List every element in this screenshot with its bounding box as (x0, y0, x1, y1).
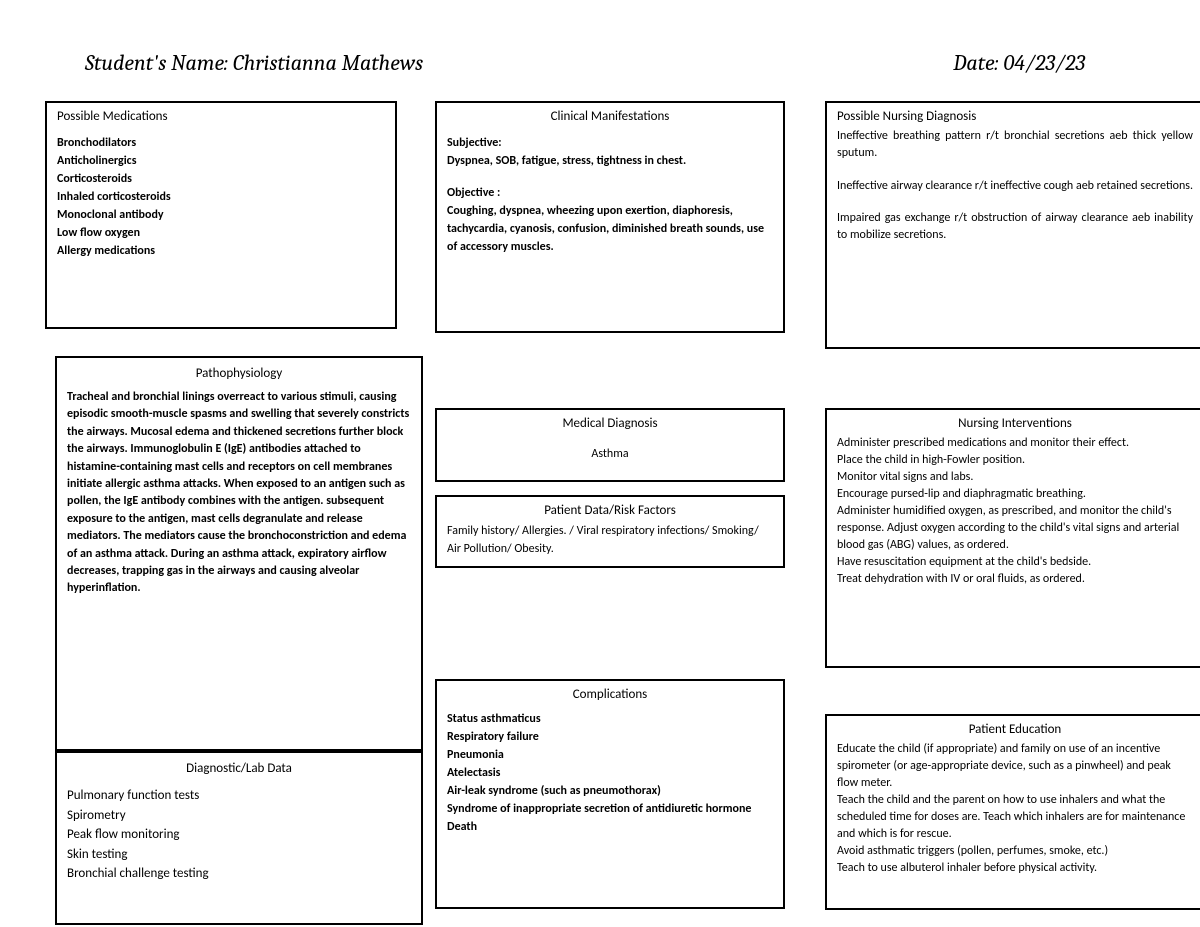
box-pathophysiology: Pathophysiology Tracheal and bronchial l… (55, 356, 423, 751)
risk-title: Patient Data/Risk Factors (437, 497, 783, 522)
comp-item: Syndrome of inappropriate secretion of a… (447, 800, 773, 818)
complications-list: Status asthmaticus Respiratory failure P… (437, 706, 783, 844)
med-item: Corticosteroids (57, 170, 385, 188)
intervention-item: Treat dehydration with IV or oral fluids… (837, 571, 1193, 588)
patho-text: Tracheal and bronchial linings overreact… (57, 385, 421, 606)
med-item: Low flow oxygen (57, 224, 385, 242)
education-list: Educate the child (if appropriate) and f… (827, 741, 1200, 885)
medical-dx-title: Medical Diagnosis (437, 410, 783, 435)
nursing-dx-list: Ineffective breathing pattern r/t bronch… (827, 128, 1200, 268)
patho-title: Pathophysiology (57, 358, 421, 385)
box-nursing-diagnosis: Possible Nursing Diagnosis Ineffective b… (825, 101, 1200, 349)
education-item: Teach to use albuterol inhaler before ph… (837, 860, 1193, 877)
date-label: Date: (953, 50, 998, 76)
med-item: Anticholinergics (57, 152, 385, 170)
medications-list: Bronchodilators Anticholinergics Cortico… (47, 134, 395, 268)
comp-item: Pneumonia (447, 746, 773, 764)
comp-item: Atelectasis (447, 764, 773, 782)
nursing-dx-title: Possible Nursing Diagnosis (827, 103, 1200, 128)
med-item: Bronchodilators (57, 134, 385, 152)
education-item: Educate the child (if appropriate) and f… (837, 741, 1193, 792)
education-item: Teach the child and the parent on how to… (837, 792, 1193, 843)
box-medications: Possible Medications Bronchodilators Ant… (45, 101, 397, 329)
date-value: 04/23/23 (1003, 50, 1085, 76)
interventions-list: Administer prescribed medications and mo… (827, 435, 1200, 596)
intervention-item: Monitor vital signs and labs. (837, 469, 1193, 486)
box-risk-factors: Patient Data/Risk Factors Family history… (435, 495, 785, 568)
subjective-text: Dyspnea, SOB, fatigue, stress, tightness… (447, 152, 773, 170)
comp-item: Status asthmaticus (447, 710, 773, 728)
lab-item: Pulmonary function tests (67, 786, 411, 806)
nursing-dx-item: Impaired gas exchange r/t obstruction of… (837, 210, 1193, 244)
date-line: Date: 04/23/23 (953, 50, 1085, 76)
lab-item: Spirometry (67, 806, 411, 826)
student-label: Student's Name: (85, 50, 228, 76)
box-complications: Complications Status asthmaticus Respira… (435, 679, 785, 909)
medical-dx-value: Asthma (437, 435, 783, 471)
clinical-title: Clinical Manifestations (437, 103, 783, 128)
clinical-content: Subjective: Dyspnea, SOB, fatigue, stres… (437, 134, 783, 264)
page-header: Student's Name: Christianna Mathews Date… (40, 50, 1160, 76)
box-medical-diagnosis: Medical Diagnosis Asthma (435, 408, 785, 482)
comp-item: Air-leak syndrome (such as pneumothorax) (447, 782, 773, 800)
education-item: Avoid asthmatic triggers (pollen, perfum… (837, 843, 1193, 860)
lab-item: Bronchial challenge testing (67, 864, 411, 884)
complications-title: Complications (437, 681, 783, 706)
med-item: Inhaled corticosteroids (57, 188, 385, 206)
box-diagnostic-labs: Diagnostic/Lab Data Pulmonary function t… (55, 751, 423, 925)
labs-title: Diagnostic/Lab Data (57, 753, 421, 780)
comp-item: Death (447, 818, 773, 836)
comp-item: Respiratory failure (447, 728, 773, 746)
student-name: Christianna Mathews (233, 50, 423, 76)
education-title: Patient Education (827, 716, 1200, 741)
box-clinical-manifestations: Clinical Manifestations Subjective: Dysp… (435, 101, 785, 333)
intervention-item: Administer humidified oxygen, as prescri… (837, 503, 1193, 554)
lab-item: Skin testing (67, 845, 411, 865)
objective-text: Coughing, dyspnea, wheezing upon exertio… (447, 202, 773, 256)
med-item: Monoclonal antibody (57, 206, 385, 224)
labs-list: Pulmonary function tests Spirometry Peak… (57, 780, 421, 892)
objective-label: Objective : (447, 184, 773, 202)
box-nursing-interventions: Nursing Interventions Administer prescri… (825, 408, 1200, 668)
nursing-dx-item: Ineffective airway clearance r/t ineffec… (837, 178, 1193, 195)
intervention-item: Encourage pursed-lip and diaphragmatic b… (837, 486, 1193, 503)
concept-map-grid: Possible Medications Bronchodilators Ant… (40, 101, 1160, 921)
intervention-item: Administer prescribed medications and mo… (837, 435, 1193, 452)
box-patient-education: Patient Education Educate the child (if … (825, 714, 1200, 910)
student-name-line: Student's Name: Christianna Mathews (85, 50, 423, 76)
medications-title: Possible Medications (47, 103, 395, 134)
med-item: Allergy medications (57, 242, 385, 260)
risk-text: Family history/ Allergies. / Viral respi… (437, 522, 783, 566)
subjective-label: Subjective: (447, 134, 773, 152)
nursing-dx-item: Ineffective breathing pattern r/t bronch… (837, 128, 1193, 162)
lab-item: Peak flow monitoring (67, 825, 411, 845)
intervention-item: Place the child in high-Fowler position. (837, 452, 1193, 469)
interventions-title: Nursing Interventions (827, 410, 1200, 435)
intervention-item: Have resuscitation equipment at the chil… (837, 554, 1193, 571)
